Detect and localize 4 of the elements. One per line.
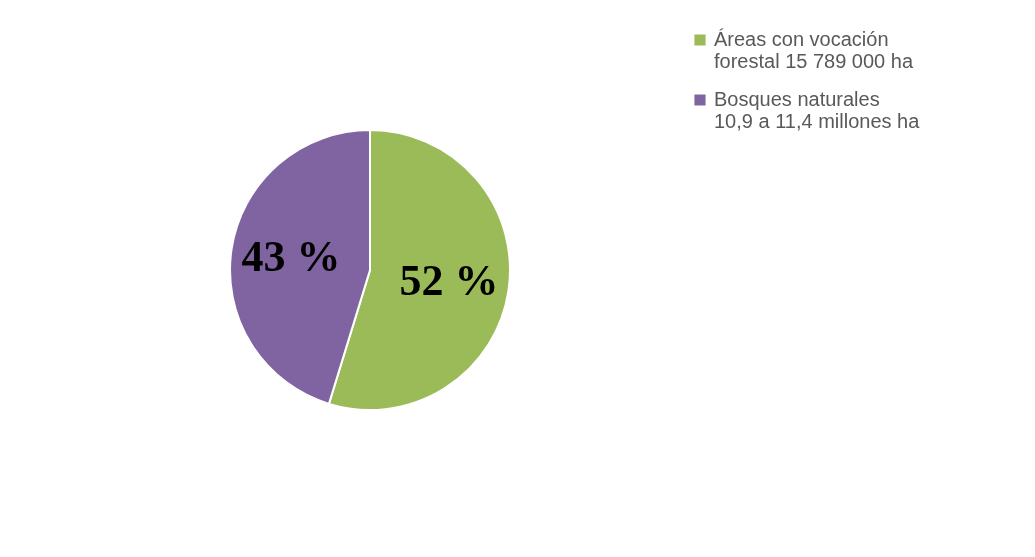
legend-label: Áreas con vocación forestal 15 789 000 ha	[714, 28, 914, 72]
data-label: 52 %	[399, 255, 499, 305]
data-label: 43 %	[241, 232, 341, 282]
legend-label: Bosques naturales 10,9 a 11,4 millones ha	[714, 88, 921, 132]
